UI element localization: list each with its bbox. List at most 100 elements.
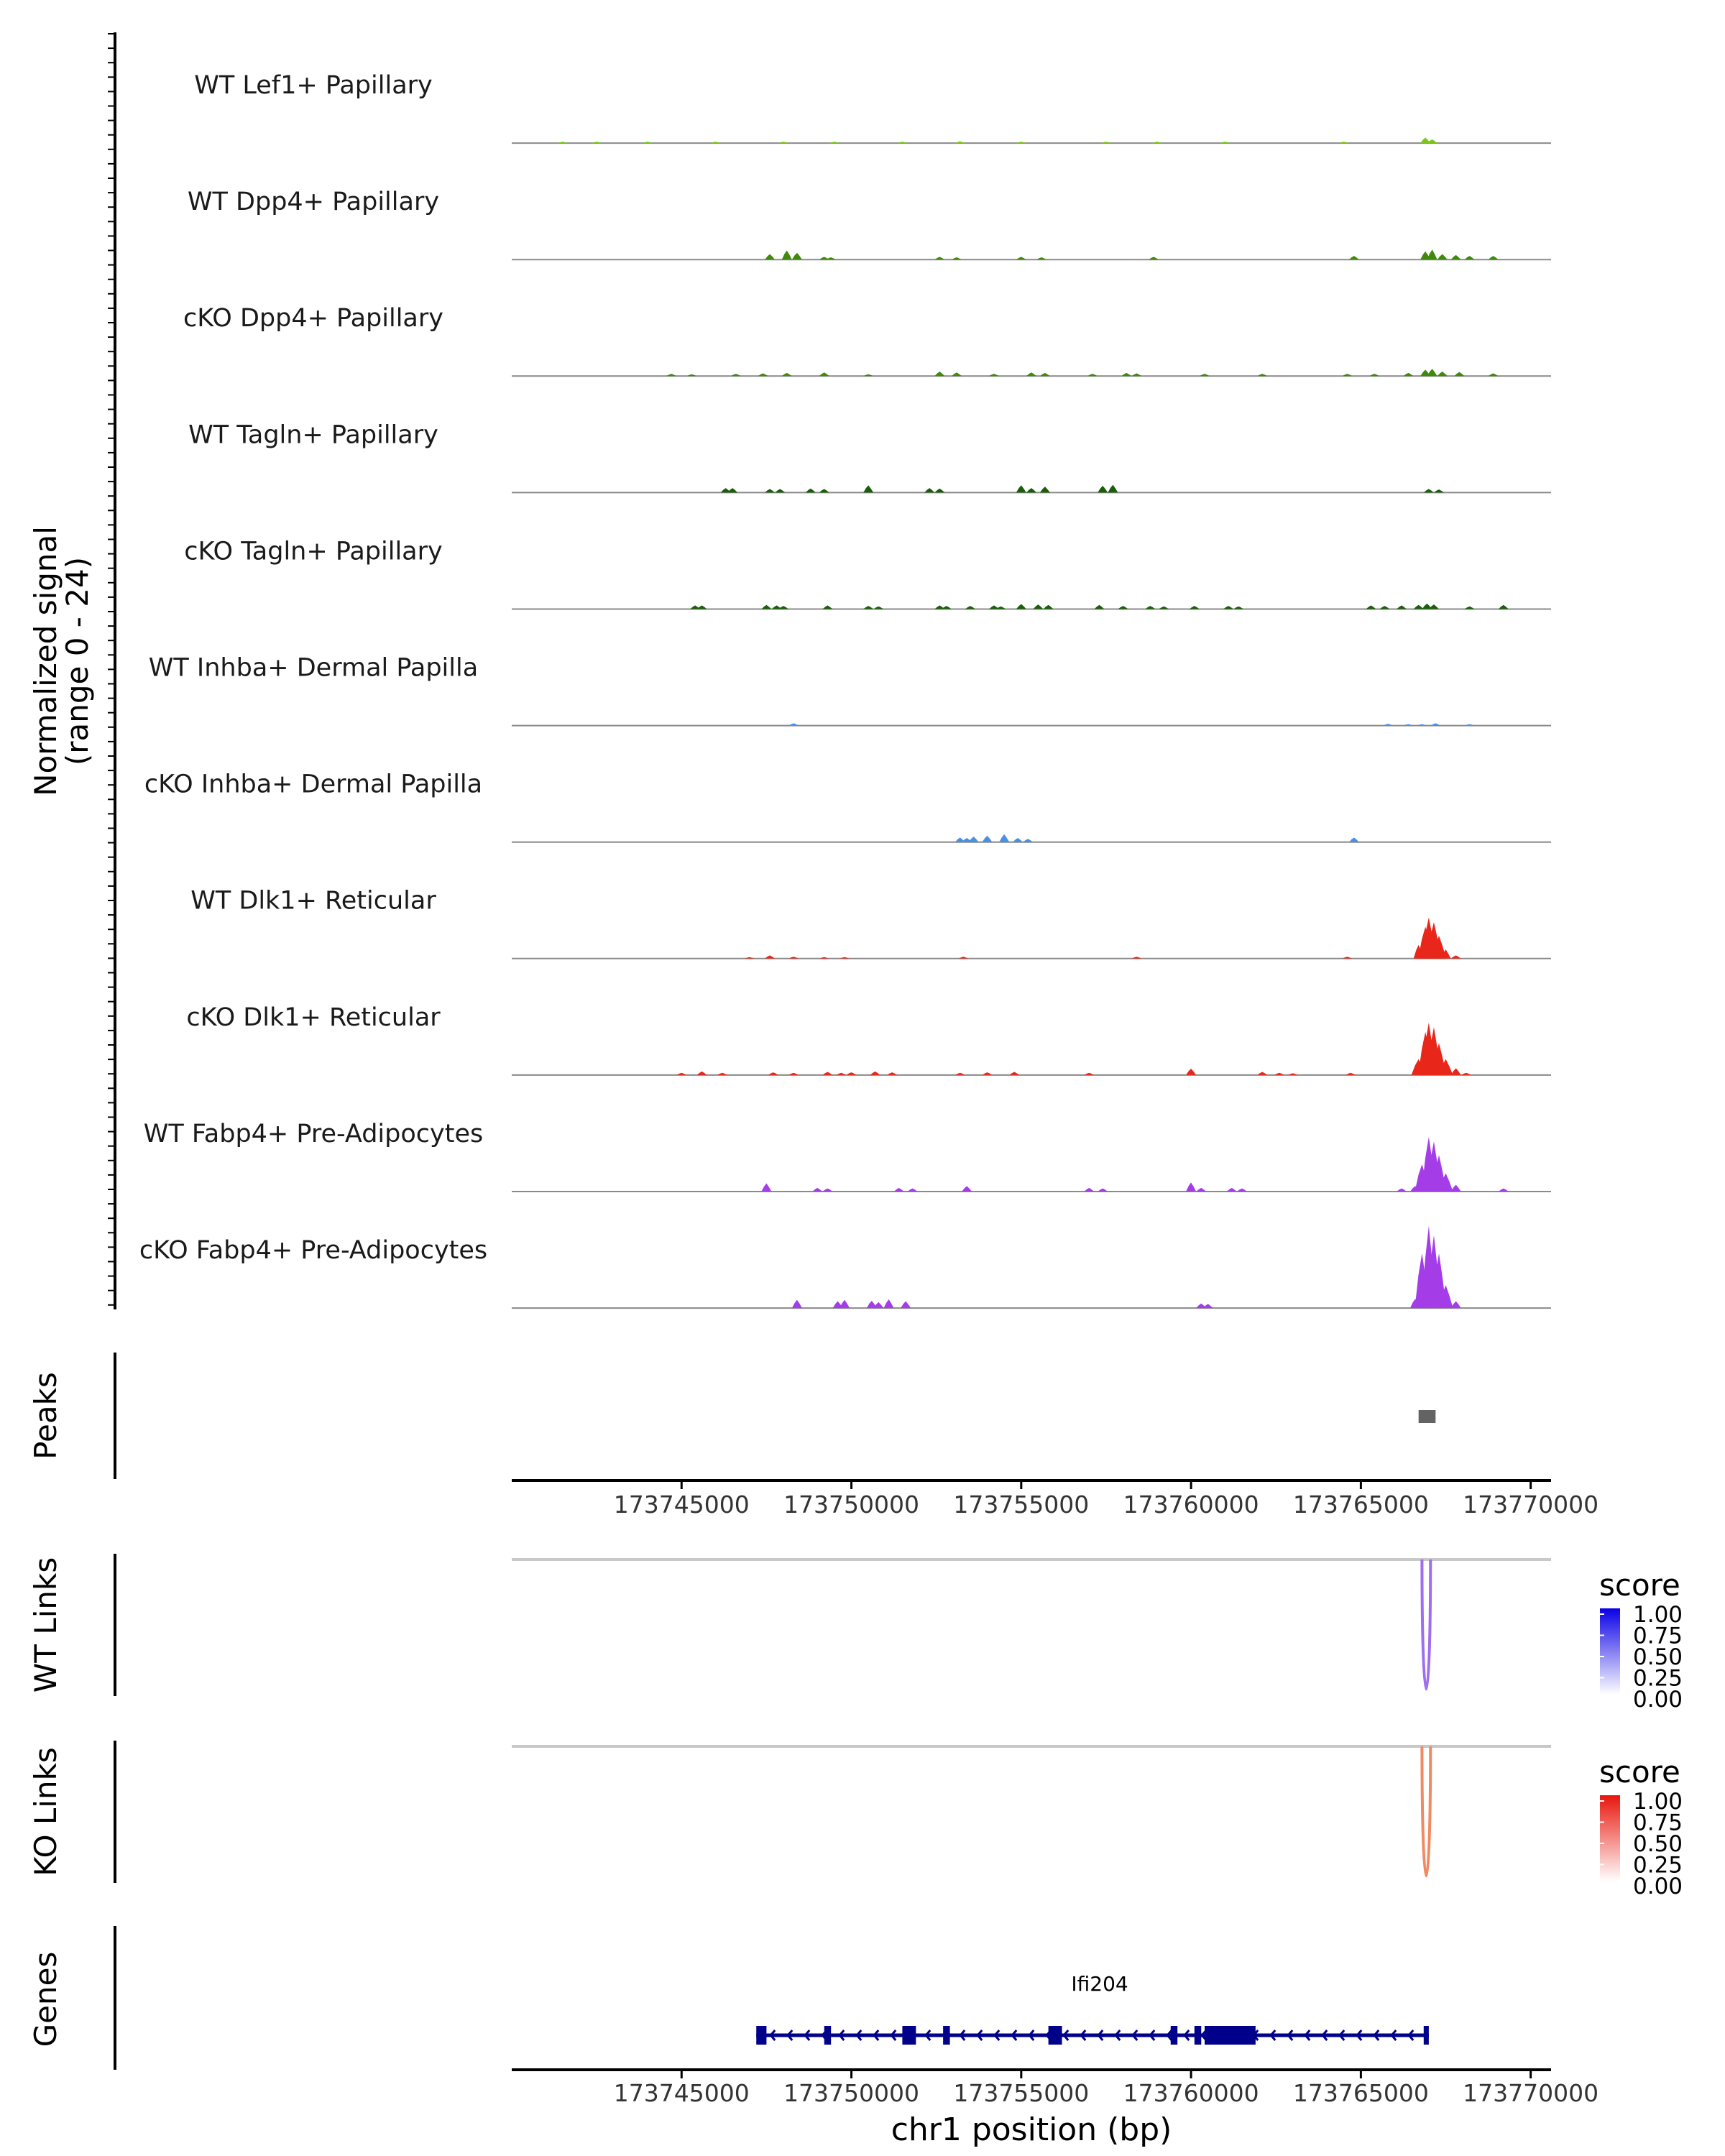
signal-peak	[1098, 1188, 1108, 1192]
signal-peak	[819, 257, 829, 260]
signal-peak	[934, 605, 945, 609]
signal-peak	[1084, 1072, 1095, 1075]
signal-peak	[778, 142, 789, 144]
genes-x-tick-label: 173770000	[1463, 2079, 1598, 2107]
signal-peak	[887, 1072, 898, 1075]
signal-peak	[873, 1302, 884, 1309]
track-label: WT Fabp4+ Pre-Adipocytes	[144, 1120, 483, 1148]
strand-arrow	[804, 2030, 811, 2041]
strand-arrow	[1166, 2030, 1173, 2041]
track-label: cKO Inhba+ Dermal Papilla	[144, 770, 482, 799]
strand-arrow	[873, 2030, 880, 2041]
signal-peak	[1084, 1187, 1095, 1192]
signal-peak	[1274, 1072, 1284, 1075]
signal-peak	[781, 250, 792, 260]
signal-peak	[870, 1071, 880, 1075]
signal-peak	[1420, 369, 1431, 377]
signal-peak	[1100, 142, 1111, 144]
signal-peak	[822, 1188, 833, 1192]
signal-peak	[1369, 374, 1380, 377]
signal-peak	[1348, 256, 1359, 260]
strand-arrow	[1062, 2030, 1070, 2041]
signal-peak	[1016, 142, 1026, 144]
peaks-x-tick-label: 173760000	[1123, 1491, 1259, 1519]
signal-peak	[1131, 373, 1142, 377]
signal-peak	[1450, 1068, 1461, 1075]
signal-peak	[1450, 1301, 1461, 1309]
gene-exon	[1205, 2026, 1256, 2045]
links-label: KO Links	[28, 1747, 63, 1876]
signal-peak	[765, 955, 776, 959]
signal-peak	[727, 488, 738, 493]
signal-peak	[897, 142, 908, 144]
gene-exon	[1048, 2026, 1062, 2045]
peaks-x-tick-label: 173770000	[1463, 1491, 1598, 1519]
peaks-x-tick-label: 173750000	[783, 1491, 919, 1519]
track-label: cKO Dpp4+ Papillary	[183, 304, 443, 333]
signal-peak	[1403, 724, 1414, 726]
signal-peak	[1233, 606, 1244, 609]
signal-peak	[1220, 142, 1230, 144]
strand-arrow	[786, 2030, 794, 2041]
gene-exon	[1194, 2026, 1202, 2045]
signal-peak	[954, 1072, 965, 1075]
signal-peak	[1460, 1072, 1471, 1075]
signal-peak	[1423, 489, 1434, 493]
legend-title: score	[1599, 1754, 1680, 1789]
signal-peak	[840, 1299, 850, 1309]
signal-peak	[1437, 371, 1448, 377]
signal-peak	[1464, 606, 1475, 609]
genes-x-tick-label: 173765000	[1293, 2079, 1429, 2107]
legend-title: score	[1599, 1567, 1680, 1603]
genes-panel: Genes Ifi204 173745000 173750000 173755000 17…	[28, 1926, 1598, 2148]
peak-block	[1418, 1410, 1436, 1423]
signal-peak	[883, 1299, 894, 1309]
signal-peak	[846, 1072, 857, 1075]
signal-peak	[982, 1072, 993, 1075]
signal-peak	[696, 605, 707, 609]
signal-peak	[1450, 955, 1461, 959]
strand-arrow	[1390, 2030, 1397, 2041]
signal-peak	[1039, 372, 1050, 377]
strand-arrow	[1373, 2030, 1380, 2041]
signal-peak	[1379, 606, 1390, 609]
track-label: cKO Tagln+ Papillary	[184, 537, 443, 566]
signal-peak	[1413, 604, 1424, 609]
signal-peak	[968, 837, 979, 842]
signal-peak	[666, 374, 677, 377]
track-label: WT Dlk1+ Reticular	[190, 887, 436, 916]
signal-peak	[791, 1299, 802, 1309]
signal-peak	[1013, 837, 1024, 842]
signal-peak	[866, 1300, 877, 1309]
signal-peak	[1226, 1187, 1237, 1192]
signal-peak	[592, 142, 602, 144]
signal-peak	[676, 1072, 687, 1075]
legend-tick-label: 0.50	[1633, 1644, 1683, 1670]
track-label: cKO Dlk1+ Reticular	[186, 1003, 441, 1032]
signal-peak	[1145, 606, 1156, 609]
signal-peak	[1236, 1188, 1247, 1192]
signal-peak	[1016, 604, 1026, 609]
signal-peak	[1036, 257, 1047, 260]
strand-arrow	[1338, 2030, 1346, 2041]
signal-peak	[1087, 374, 1098, 377]
signal-peak	[982, 835, 993, 842]
signal-peak	[1450, 1184, 1461, 1192]
strand-arrow	[838, 2030, 845, 2041]
genes-x-tick-label: 173760000	[1123, 2079, 1259, 2107]
signal-peak	[1108, 484, 1118, 493]
gene-exon	[756, 2026, 767, 2045]
signal-peak	[788, 723, 799, 726]
signal-peak	[989, 374, 1000, 377]
signal-peak	[1428, 604, 1439, 609]
signal-peak	[1498, 1188, 1509, 1192]
signal-peak	[1420, 251, 1431, 260]
signal-peak	[822, 605, 833, 609]
signal-peak	[1016, 485, 1026, 493]
signal-peak	[1427, 249, 1438, 260]
signal-peak	[826, 257, 837, 260]
legend-colorbar	[1600, 1608, 1620, 1695]
signal-peak	[805, 488, 816, 493]
link-arc	[1420, 1746, 1432, 1878]
signal-peak	[822, 1072, 833, 1075]
